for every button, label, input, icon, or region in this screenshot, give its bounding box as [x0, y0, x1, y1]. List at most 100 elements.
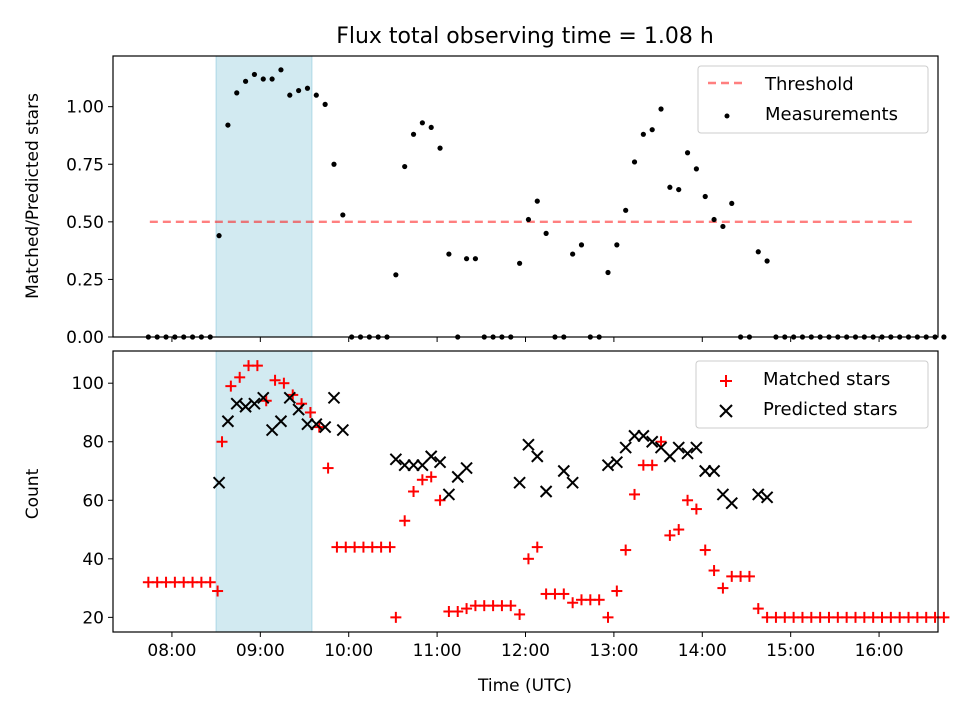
matched-star-point: [416, 474, 428, 486]
bottom-legend-box: [695, 360, 929, 429]
top-legend: Threshold Measurements: [697, 65, 929, 134]
predicted-star-point: [398, 458, 411, 472]
predicted-star-point: [760, 491, 774, 504]
chart-title: Flux total observing time = 1.08 h: [336, 24, 714, 49]
measurement-point: [570, 251, 576, 257]
predicted-star-point: [425, 450, 438, 463]
measurement-point: [667, 184, 673, 190]
measurement-point: [472, 256, 479, 262]
legend-threshold-label: Threshold: [764, 74, 854, 95]
shaded-region: [215, 55, 313, 338]
predicted-star-point: [752, 488, 765, 501]
matched-star-point: [251, 360, 263, 372]
bottom-y-axis-label: Count: [23, 468, 43, 519]
predicted-star-point: [690, 441, 703, 454]
predicted-star-point: [637, 429, 650, 443]
measurement-point: [234, 90, 240, 96]
measurement-point: [578, 242, 585, 248]
predicted-star-point: [539, 485, 553, 498]
predicted-star-point: [221, 415, 235, 428]
x-tick-label: 12:00: [501, 641, 550, 661]
measurement-point: [676, 186, 682, 193]
measurement-point: [313, 92, 319, 98]
y-tick-label: 0.00: [66, 328, 104, 348]
x-tick-label: 11:00: [413, 641, 462, 661]
measurement-point: [304, 85, 311, 91]
measurement-point: [525, 216, 532, 223]
matched-star-point: [452, 606, 464, 618]
y-tick-label: 0.25: [66, 270, 104, 290]
measurement-point: [941, 334, 947, 340]
predicted-star-point: [522, 438, 535, 451]
predicted-star-point: [433, 456, 447, 469]
matched-star-point: [384, 541, 396, 553]
matched-star-point: [938, 611, 950, 623]
y-tick-label: 1.00: [66, 98, 104, 118]
matched-star-point: [611, 585, 623, 597]
matched-star-point: [216, 436, 228, 448]
matched-star-point: [408, 486, 420, 497]
measurement-point: [322, 101, 328, 107]
predicted-star-point: [672, 441, 685, 454]
x-tick-label: 08:00: [147, 641, 196, 661]
bottom-x-axis-label: Time (UTC): [477, 676, 572, 696]
measurement-point: [296, 87, 302, 94]
measurement-point: [605, 269, 611, 276]
predicted-star-point: [619, 441, 632, 454]
legend-measurements-label: Measurements: [765, 104, 898, 125]
measurement-point: [437, 145, 443, 151]
measurement-point: [729, 200, 735, 207]
measurement-point: [393, 272, 399, 278]
bottom-panel: 20 40 60 80 100 08:00 09:00 10:00 11:00 12:00 13:…: [23, 350, 950, 696]
matched-star-point: [708, 565, 720, 577]
measurement-point: [463, 256, 470, 262]
predicted-star-point: [248, 397, 261, 410]
matched-star-point: [234, 371, 246, 383]
measurement-point: [684, 150, 691, 156]
predicted-star-point: [531, 450, 544, 463]
matched-star-point: [269, 374, 281, 386]
legend-predicted-swatch: [719, 404, 733, 418]
predicted-star-point: [610, 456, 624, 469]
x-tick-label: 09:00: [236, 641, 285, 661]
predicted-star-point: [699, 464, 712, 478]
measurement-point: [216, 233, 222, 239]
matched-star-point: [304, 406, 316, 418]
x-tick-label: 10:00: [324, 641, 373, 661]
measurement-point: [720, 223, 726, 230]
predicted-star-point: [292, 403, 305, 416]
measurement-point: [614, 242, 620, 248]
measurement-point: [631, 159, 638, 165]
shaded-region: [215, 350, 313, 633]
matched-star-point: [593, 594, 605, 606]
matched-star-point: [278, 377, 290, 389]
top-panel: 0.00 0.25 0.50 0.75 1.00 Matched/Predicted s…: [23, 55, 947, 348]
matched-star-point: [743, 570, 755, 582]
measurement-point: [419, 120, 425, 126]
matched-star-point: [225, 380, 237, 392]
measurement-point: [340, 212, 346, 218]
legend-matched-label: Matched stars: [763, 369, 890, 390]
y-tick-label: 100: [72, 374, 104, 394]
predicted-star-point: [230, 397, 243, 410]
matched-star-point: [522, 553, 534, 565]
matched-star-point: [399, 515, 411, 527]
measurement-point: [534, 198, 540, 204]
predicted-star-point: [460, 461, 473, 475]
predicted-star-point: [601, 458, 615, 472]
legend-matched-swatch: [720, 375, 732, 387]
matched-star-point: [752, 603, 764, 615]
measurement-point: [764, 258, 770, 264]
predicted-star-point: [301, 417, 314, 431]
y-tick-label: 0.50: [66, 213, 104, 233]
top-plot-frame: [112, 55, 939, 338]
measurement-point: [260, 76, 266, 82]
predicted-star-point: [628, 429, 641, 443]
matched-star-point: [558, 588, 570, 600]
measurement-point: [702, 193, 708, 200]
y-tick-label: 40: [82, 550, 104, 570]
predicted-star-point: [389, 453, 403, 466]
predicted-star-point: [557, 464, 571, 478]
x-tick-label: 16:00: [855, 641, 904, 661]
